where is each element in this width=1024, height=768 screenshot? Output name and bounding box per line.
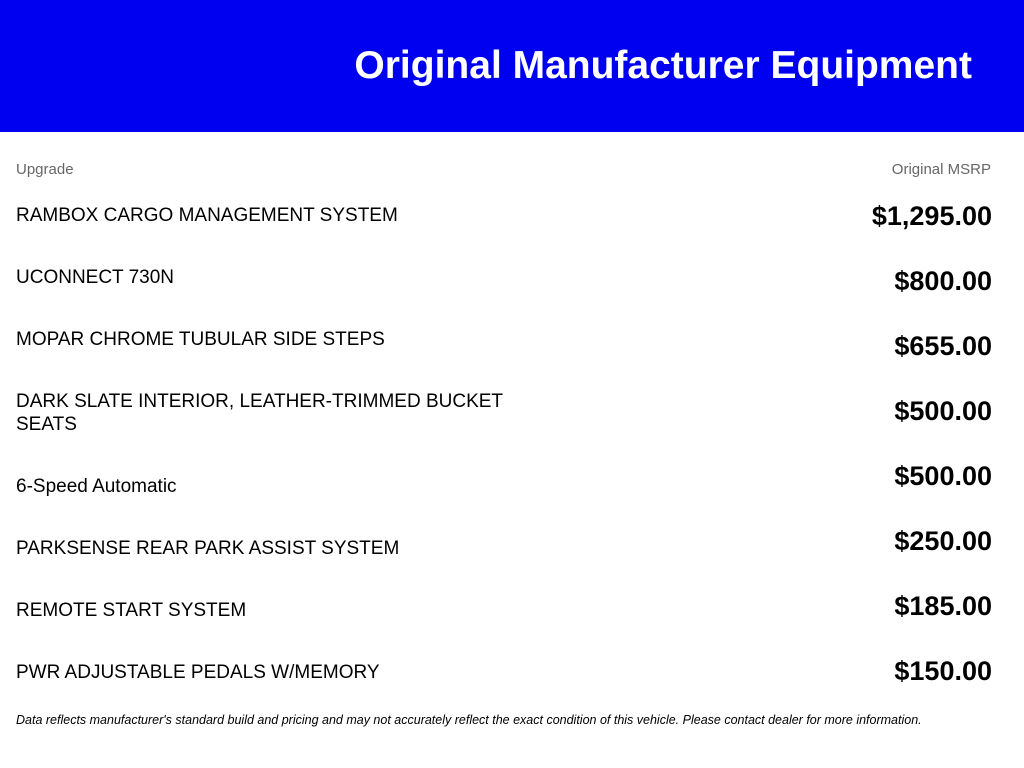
- upgrade-name: PWR ADJUSTABLE PEDALS W/MEMORY: [16, 662, 380, 683]
- upgrade-name: REMOTE START SYSTEM: [16, 600, 247, 621]
- column-header-upgrade: Upgrade: [16, 161, 74, 178]
- msrp-list: $1,295.00 $800.00 $655.00 $500.00 $500.0…: [872, 201, 992, 721]
- header-banner: Original Manufacturer Equipment: [0, 0, 1024, 132]
- upgrade-name: MOPAR CHROME TUBULAR SIDE STEPS: [16, 329, 385, 350]
- column-header-msrp: Original MSRP: [891, 161, 991, 178]
- page-title: Original Manufacturer Equipment: [354, 44, 972, 87]
- msrp-value: $1,295.00: [871, 201, 992, 231]
- msrp-value: $500.00: [894, 461, 992, 491]
- upgrade-name: PARKSENSE REAR PARK ASSIST SYSTEM: [16, 538, 400, 559]
- upgrade-name: DARK SLATE INTERIOR, LEATHER-TRIMMED BUC…: [16, 391, 503, 435]
- msrp-value: $150.00: [894, 656, 992, 686]
- upgrade-name: 6-Speed Automatic: [16, 476, 177, 497]
- msrp-value: $250.00: [894, 526, 992, 556]
- msrp-value: $800.00: [894, 266, 992, 296]
- msrp-value: $185.00: [894, 591, 992, 621]
- upgrade-name: UCONNECT 730N: [16, 267, 175, 288]
- msrp-value: $655.00: [894, 331, 992, 361]
- upgrade-list: RAMBOX CARGO MANAGEMENT SYSTEM UCONNECT …: [16, 204, 556, 723]
- msrp-value: $500.00: [894, 396, 992, 426]
- disclaimer-text: Data reflects manufacturer's standard bu…: [16, 713, 922, 727]
- upgrade-name: RAMBOX CARGO MANAGEMENT SYSTEM: [16, 205, 398, 226]
